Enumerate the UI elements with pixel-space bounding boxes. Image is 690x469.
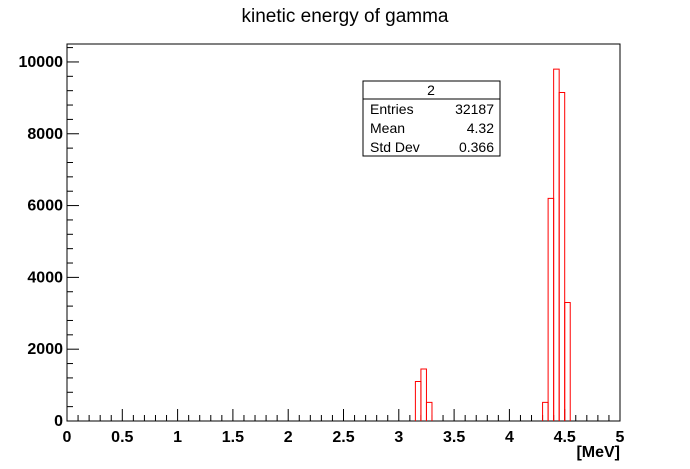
y-tick-label: 8000 (27, 126, 63, 143)
histogram-bin (558, 91, 566, 421)
x-tick-label: 3.5 (443, 429, 465, 446)
stats-box: 2 Entries 32187 Mean 4.32 Std Dev 0.366 (362, 80, 501, 157)
stats-box-frame (362, 80, 501, 157)
x-tick-label: 4 (505, 429, 514, 446)
y-tick-label: 10000 (19, 54, 64, 71)
x-tick-label: 3 (394, 429, 403, 446)
stats-mean-label: Mean (370, 120, 405, 136)
x-tick-label: 1.5 (222, 429, 244, 446)
y-tick-label: 6000 (27, 198, 63, 215)
stats-mean-value: 4.32 (467, 120, 494, 136)
x-tick-label: 4.5 (554, 429, 576, 446)
plot-area: 0 0.5 1 1.5 2 2.5 3 3.5 4 4.5 5 0 2000 4000 6000 8000 10… (19, 43, 625, 446)
histogram-bin (564, 302, 571, 421)
y-tick-label: 2000 (27, 341, 63, 358)
x-tick-label: 2 (284, 429, 293, 446)
histogram-bin (547, 197, 555, 421)
stats-entries-label: Entries (370, 101, 414, 117)
x-tick-label: 0.5 (111, 429, 133, 446)
x-tick-label: 5 (616, 429, 625, 446)
x-axis-label: [MeV] (576, 444, 620, 461)
stats-box-name: 2 (427, 82, 435, 98)
stats-stddev-label: Std Dev (370, 139, 420, 155)
histogram-bin (420, 368, 427, 421)
stats-entries-value: 32187 (455, 101, 494, 117)
x-tick-label: 0 (63, 429, 72, 446)
histogram-bin (542, 401, 549, 421)
y-tick-label: 4000 (27, 269, 63, 286)
histogram-bin (414, 381, 422, 421)
x-tick-label: 2.5 (332, 429, 354, 446)
histogram-bin (553, 68, 560, 421)
chart-title: kinetic energy of gamma (242, 6, 449, 27)
x-tick-label: 1 (173, 429, 182, 446)
histogram-bin (425, 401, 433, 421)
stats-stddev-value: 0.366 (459, 139, 494, 155)
y-tick-label: 0 (54, 413, 63, 430)
plot-frame (66, 43, 621, 422)
